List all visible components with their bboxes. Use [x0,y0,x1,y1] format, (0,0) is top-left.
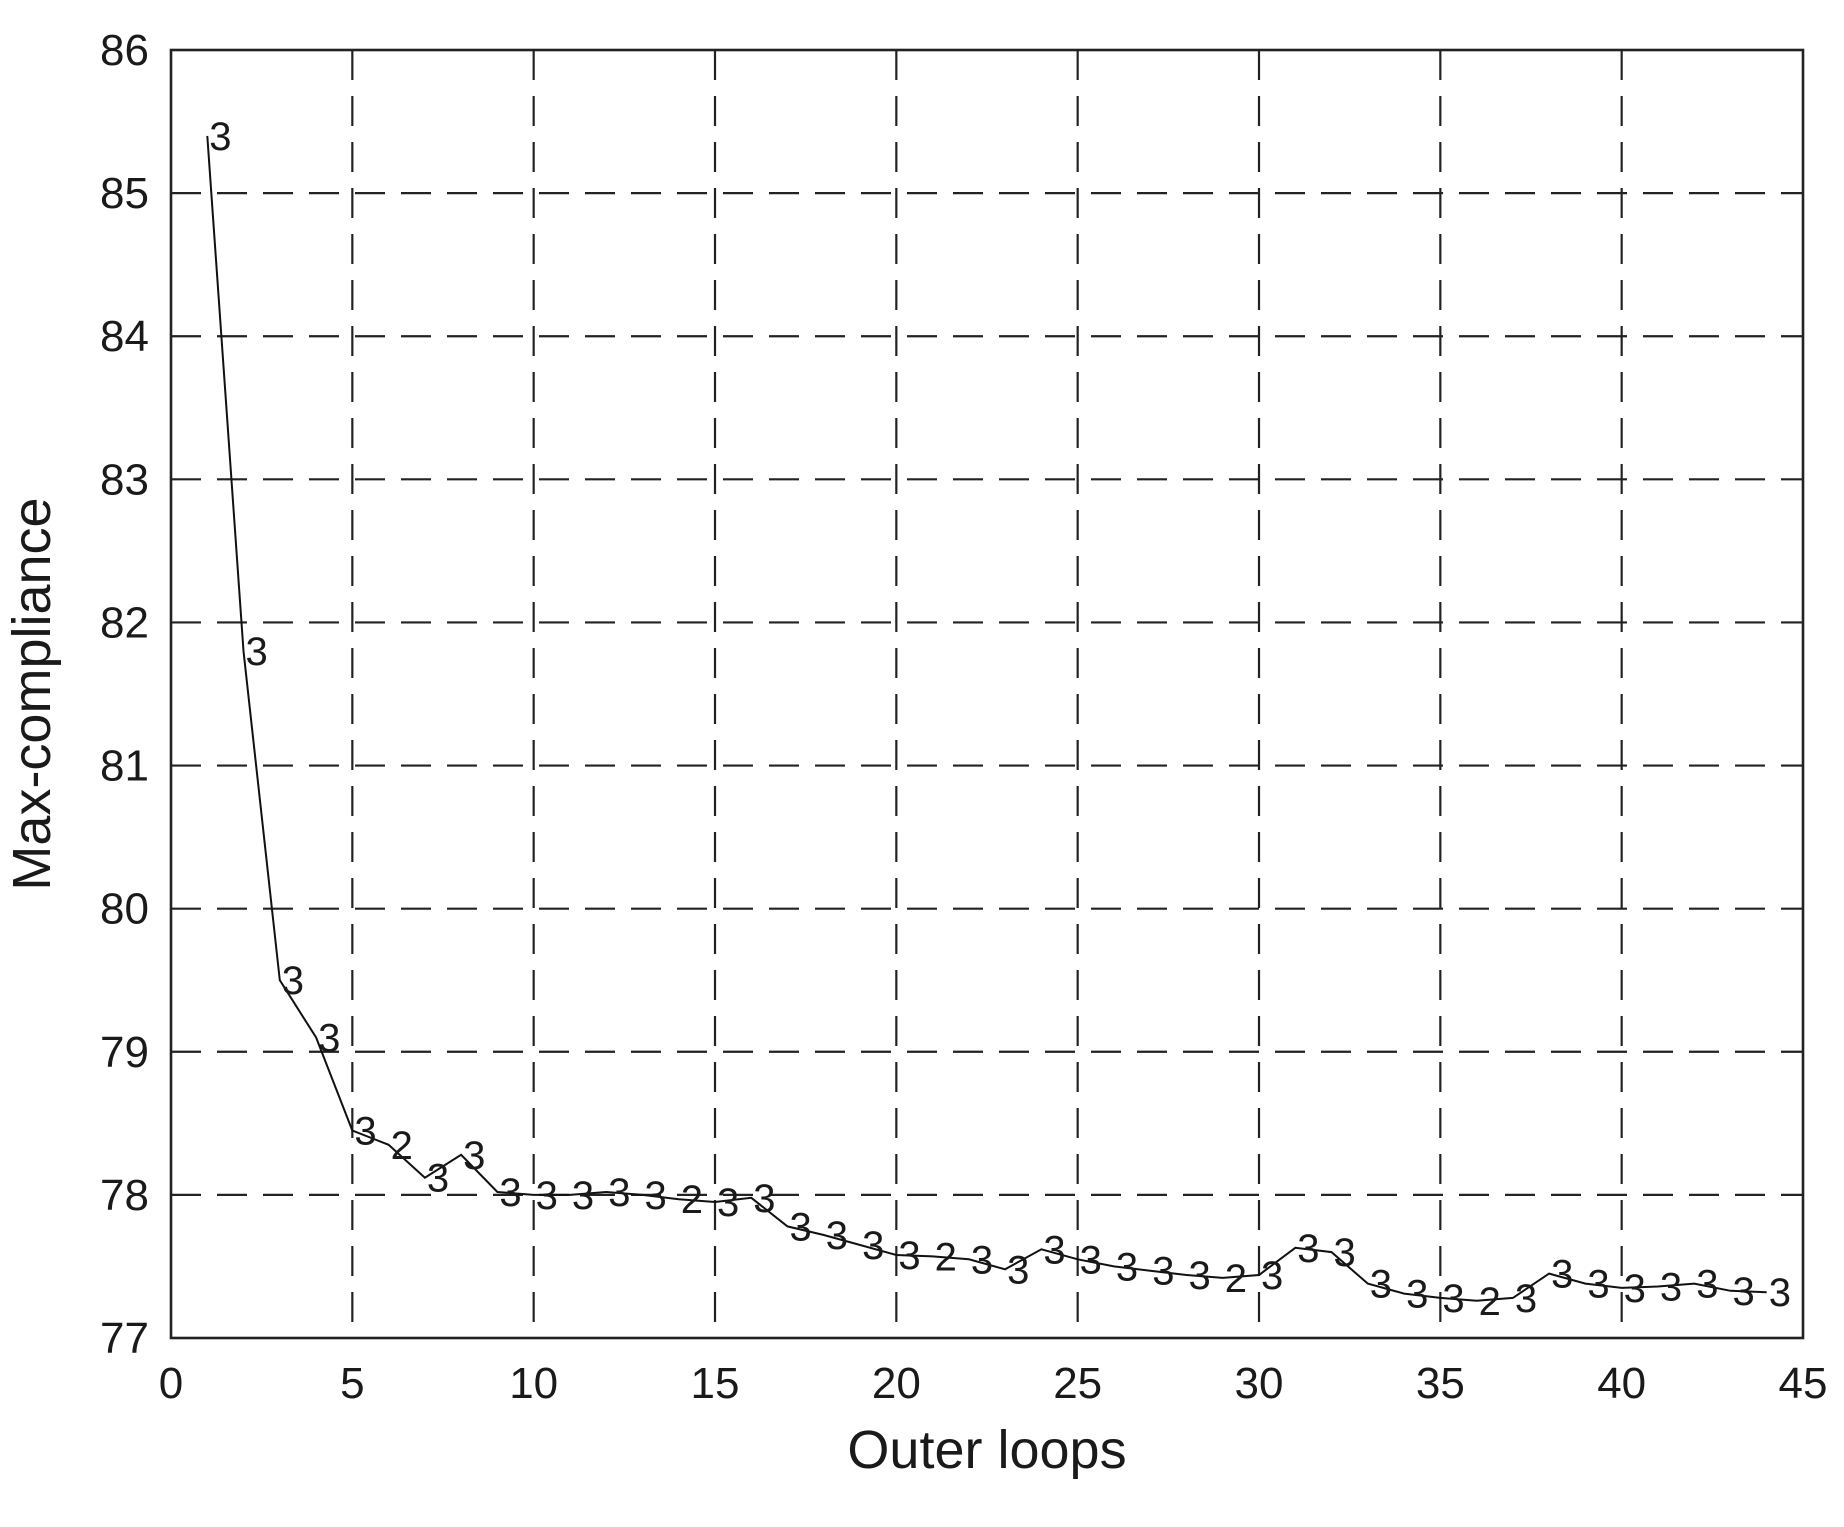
point-label: 3 [1551,1253,1573,1297]
point-label: 2 [1479,1280,1501,1324]
point-label: 3 [499,1171,521,1215]
point-label: 3 [717,1181,739,1225]
point-label: 3 [1188,1254,1210,1298]
x-tick-label: 10 [509,1359,558,1408]
y-tick-label: 80 [100,885,149,934]
series-line-layer [206,135,1767,1302]
x-tick-label: 15 [691,1359,740,1408]
y-tick-label: 83 [100,455,149,504]
point-label: 3 [1624,1267,1646,1311]
x-tick-label: 25 [1053,1359,1102,1408]
x-tick-label: 30 [1235,1359,1284,1408]
y-tick-label: 81 [100,742,149,791]
series-line [206,135,1767,1302]
point-label: 3 [1732,1270,1754,1314]
point-label: 3 [1370,1263,1392,1307]
point-label: 3 [790,1205,812,1249]
x-axis-ticks: 0 5 10 15 20 25 30 35 40 45 [159,1359,1828,1408]
x-tick-label: 5 [340,1359,364,1408]
y-tick-label: 86 [100,26,149,75]
point-label: 3 [282,959,304,1003]
x-tick-label: 35 [1416,1359,1465,1408]
point-label: 3 [1080,1238,1102,1282]
point-label: 3 [1587,1263,1609,1307]
y-tick-label: 77 [100,1314,149,1363]
x-tick-label: 40 [1597,1359,1646,1408]
point-label: 3 [1696,1263,1718,1307]
x-tick-label: 20 [872,1359,921,1408]
y-axis-ticks: 77 78 79 80 81 82 83 84 85 86 [100,26,149,1363]
point-label: 3 [753,1177,775,1221]
point-label: 3 [318,1016,340,1060]
x-tick-label: 45 [1779,1359,1828,1408]
point-label: 3 [1515,1277,1537,1321]
point-label: 3 [644,1174,666,1218]
point-label: 3 [1660,1265,1682,1309]
point-label: 3 [209,115,231,159]
point-label: 2 [391,1124,413,1168]
point-label: 3 [1116,1245,1138,1289]
point-label: 3 [1043,1228,1065,1272]
point-label: 3 [1007,1248,1029,1292]
y-tick-label: 85 [100,169,149,218]
grid [171,50,1803,1338]
point-label: 3 [463,1134,485,1178]
y-tick-label: 79 [100,1028,149,1077]
x-tick-label: 0 [159,1359,183,1408]
point-label: 3 [1334,1231,1356,1275]
point-label: 3 [1297,1227,1319,1271]
point-label: 3 [1442,1277,1464,1321]
point-label: 3 [354,1109,376,1153]
point-label: 3 [246,630,268,674]
point-label: 2 [935,1235,957,1279]
point-label: 3 [572,1174,594,1218]
point-label: 3 [536,1174,558,1218]
point-label: 3 [826,1214,848,1258]
point-label: 3 [1261,1254,1283,1298]
plot-frame [169,48,1805,1340]
point-label: 2 [681,1178,703,1222]
y-tick-label: 78 [100,1171,149,1220]
y-tick-label: 82 [100,598,149,647]
point-label: 3 [608,1171,630,1215]
point-label: 2 [1225,1257,1247,1301]
y-tick-label: 84 [100,312,149,361]
point-label: 3 [1152,1250,1174,1294]
point-label: 3 [971,1238,993,1282]
point-label: 3 [1769,1271,1791,1315]
point-label: 3 [898,1234,920,1278]
point-label: 3 [862,1224,884,1268]
point-label: 3 [427,1157,449,1201]
y-axis-title: Max-compliance [2,497,62,890]
x-axis-title: Outer loops [847,1420,1126,1480]
point-label: 3 [1406,1273,1428,1317]
